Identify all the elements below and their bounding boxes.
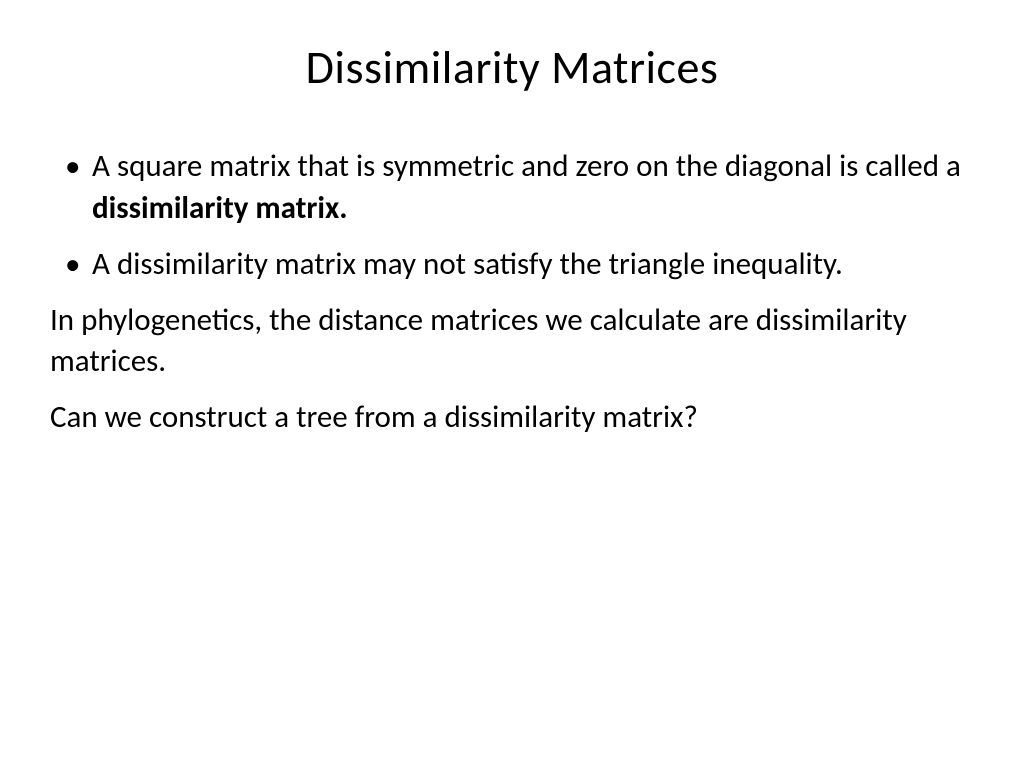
- paragraph-1: In phylogenetics, the distance matrices …: [50, 300, 974, 384]
- bullet-1-text: A square matrix that is symmetric and ze…: [92, 147, 961, 185]
- paragraph-2: Can we construct a tree from a dissimila…: [50, 397, 974, 439]
- bullet-item-2: A dissimilarity matrix may not satisfy t…: [50, 244, 974, 286]
- slide-title: Dissimilarity Matrices: [50, 40, 974, 96]
- bullet-item-1: A square matrix that is symmetric and ze…: [50, 146, 974, 230]
- bullet-1-bold: dissimilarity matrix.: [92, 189, 348, 227]
- slide-content: A square matrix that is symmetric and ze…: [50, 146, 974, 439]
- bullet-list: A square matrix that is symmetric and ze…: [50, 146, 974, 286]
